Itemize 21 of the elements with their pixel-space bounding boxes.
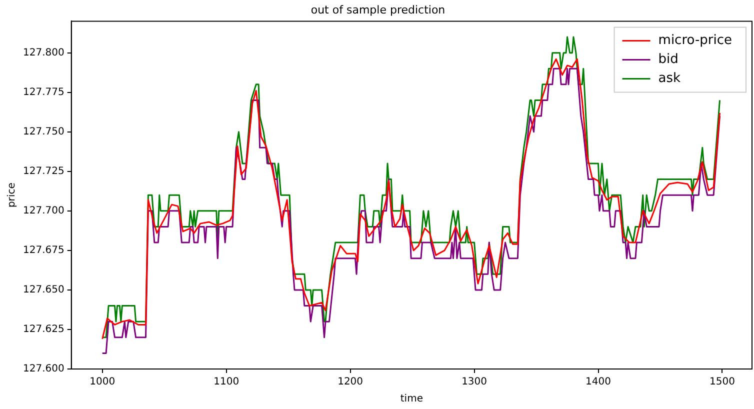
y-tick-label: 127.700 — [22, 206, 64, 217]
x-axis-title: time — [400, 394, 423, 405]
x-tick-label: 1000 — [90, 376, 116, 388]
x-tick-label: 1100 — [214, 376, 240, 388]
y-tick-label: 127.775 — [22, 86, 64, 98]
x-tick-label: 1500 — [710, 376, 735, 388]
y-axis-title: price — [6, 182, 18, 208]
y-tick-label: 127.625 — [22, 324, 64, 336]
y-tick-label: 127.675 — [22, 245, 64, 256]
x-tick-label: 1200 — [338, 376, 364, 388]
chart-title: out of sample prediction — [310, 3, 446, 16]
legend-label: bid — [658, 52, 678, 68]
y-tick-label: 127.750 — [22, 126, 64, 138]
y-tick-label: 127.600 — [22, 364, 64, 375]
y-tick-label: 127.800 — [22, 47, 64, 58]
x-tick-label: 1400 — [586, 376, 611, 388]
x-tick-label: 1300 — [462, 376, 488, 388]
legend-label: micro-price — [658, 33, 732, 48]
y-tick-label: 127.725 — [22, 166, 64, 177]
y-tick-label: 127.650 — [22, 284, 64, 296]
legend-label: ask — [658, 71, 682, 86]
